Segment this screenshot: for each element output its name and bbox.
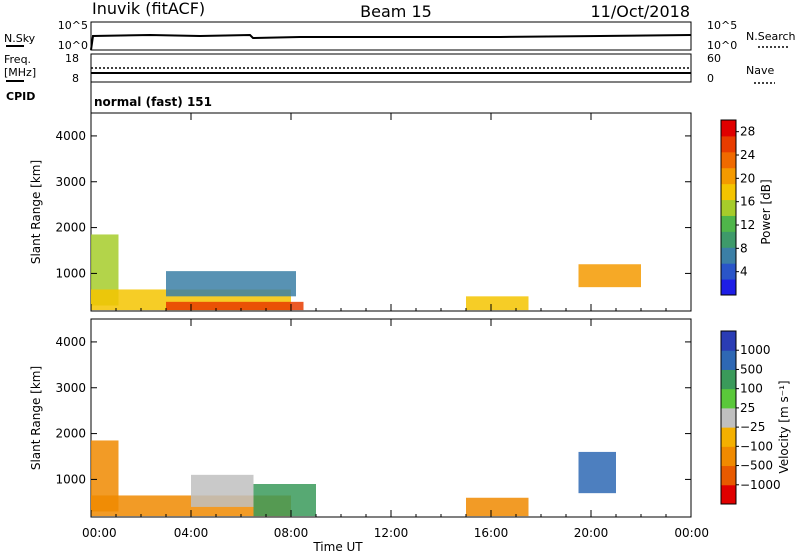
y-tick-label: 4000 — [55, 335, 86, 349]
y-tick-label: 2000 — [55, 221, 86, 235]
colorbar-tick-label: 100 — [740, 382, 763, 396]
station-title: Inuvik (fitACF) — [92, 0, 205, 18]
y-tick-label: 1000 — [55, 266, 86, 280]
nsky-panel: N.Sky 10^5 10^0 10^5 10^0 N.Search — [4, 19, 796, 52]
colorbar-segment — [721, 183, 736, 201]
colorbar-segment — [721, 215, 736, 232]
colorbar-segment — [721, 263, 736, 280]
y-tick-label: 2000 — [55, 427, 86, 441]
colorbar-segment — [721, 350, 736, 370]
colorbar-tick-label: 1000 — [740, 343, 771, 357]
nave-tick-bottom: 0 — [707, 72, 714, 85]
colorbar-segment — [721, 279, 736, 296]
nsky-tick-bottom: 10^0 — [58, 39, 88, 52]
colorbar-segment — [721, 446, 736, 467]
beam-title: Beam 15 — [360, 2, 432, 21]
colorbar-segment — [721, 199, 736, 216]
colorbar-segment — [721, 465, 736, 486]
echo-region — [191, 474, 254, 507]
freq-label-top: Freq. — [4, 53, 31, 66]
cpid-label: CPID — [6, 90, 35, 103]
velocity-y-label: Slant Range [km] — [29, 366, 43, 470]
x-tick-label: 20:00 — [574, 526, 609, 540]
power-echoes — [91, 234, 641, 311]
colorbar-tick-label: 12 — [740, 218, 755, 232]
colorbar-tick-label: 500 — [740, 362, 763, 376]
y-tick-label: 3000 — [55, 381, 86, 395]
colorbar-tick-label: 24 — [740, 148, 755, 162]
colorbar-tick-label: 28 — [740, 125, 755, 139]
colorbar-segment — [721, 167, 736, 185]
colorbar-segment — [721, 247, 736, 264]
velocity-colorbar: 1000 500 100 25 −25 −100 −500 −1000 — [720, 330, 781, 505]
x-tick-label: 00:00 — [82, 526, 117, 540]
nsearch-tick-top: 10^5 — [707, 19, 737, 32]
colorbar-segment — [721, 427, 736, 447]
colorbar-segment — [721, 151, 736, 169]
colorbar-tick-label: −1000 — [740, 478, 781, 492]
y-tick-label: 4000 — [55, 129, 86, 143]
colorbar-frame — [720, 330, 737, 505]
echo-region — [466, 296, 529, 311]
velocity-colorbar-label: Velocity [m s⁻¹] — [777, 380, 791, 473]
colorbar-frame — [720, 119, 737, 296]
nave-tick-top: 60 — [707, 52, 721, 65]
freq-label-bottom: [MHz] — [4, 66, 36, 79]
y-tick-label: 3000 — [55, 175, 86, 189]
y-tick-label: 1000 — [55, 472, 86, 486]
colorbar-tick-label: 4 — [740, 265, 748, 279]
freq-tick-bottom: 8 — [72, 72, 79, 85]
echo-region — [166, 301, 304, 311]
colorbar-tick-label: 16 — [740, 195, 755, 209]
power-y-axis: 1000 2000 3000 4000 — [55, 129, 691, 280]
nsky-tick-top: 10^5 — [58, 19, 88, 32]
time-axis-label: Time UT — [312, 540, 363, 554]
colorbar-tick-label: 25 — [740, 401, 755, 415]
date-title: 11/Oct/2018 — [590, 2, 690, 21]
echo-region — [466, 497, 529, 517]
echo-region — [253, 484, 316, 517]
colorbar-tick-label: 20 — [740, 171, 755, 185]
colorbar-tick-label: 8 — [740, 241, 748, 255]
x-tick-label: 08:00 — [274, 526, 309, 540]
x-tick-label: 16:00 — [474, 526, 509, 540]
power-colorbar-label: Power [dB] — [759, 179, 773, 244]
nave-label: Nave — [746, 64, 774, 77]
power-colorbar: 4 8 12 16 20 24 28 — [720, 119, 755, 296]
nsky-label: N.Sky — [4, 32, 36, 45]
velocity-panel: 1000 2000 3000 4000 Slant Range [km] 1000 50… — [29, 318, 791, 518]
colorbar-tick-label: −25 — [740, 420, 765, 434]
power-y-label: Slant Range [km] — [29, 160, 43, 264]
velocity-echoes — [91, 440, 616, 517]
nsearch-tick-bottom: 10^0 — [707, 39, 737, 52]
echo-region — [166, 271, 296, 297]
colorbar-tick-label: −100 — [740, 439, 773, 453]
cpid-text: normal (fast) 151 — [94, 95, 212, 109]
colorbar-tick-label: −500 — [740, 459, 773, 473]
colorbar-segment — [721, 407, 736, 428]
colorbar-segment — [721, 388, 736, 409]
freq-tick-top: 18 — [65, 52, 79, 65]
colorbar-segment — [721, 120, 736, 137]
colorbar-segment — [721, 135, 736, 153]
power-panel: 1000 2000 3000 4000 Slant Range [km] 4 8 12 16… — [29, 112, 773, 312]
colorbar-segment — [721, 231, 736, 248]
x-tick-label: 00:00 — [674, 526, 709, 540]
nsearch-label: N.Search — [746, 30, 796, 43]
nsky-trace — [90, 33, 692, 51]
echo-region — [578, 451, 616, 494]
x-tick-label: 04:00 — [174, 526, 209, 540]
colorbar-segment — [721, 484, 736, 505]
echo-region — [578, 264, 641, 288]
time-axis: 00:00 04:00 08:00 12:00 16:00 20:00 00:00 — [82, 113, 709, 540]
x-tick-label: 12:00 — [374, 526, 409, 540]
velocity-y-axis: 1000 2000 3000 4000 — [55, 335, 691, 486]
freq-panel: Freq. [MHz] 18 8 60 0 Nave — [4, 52, 775, 85]
colorbar-segment — [721, 369, 736, 390]
colorbar-segment — [721, 331, 736, 351]
